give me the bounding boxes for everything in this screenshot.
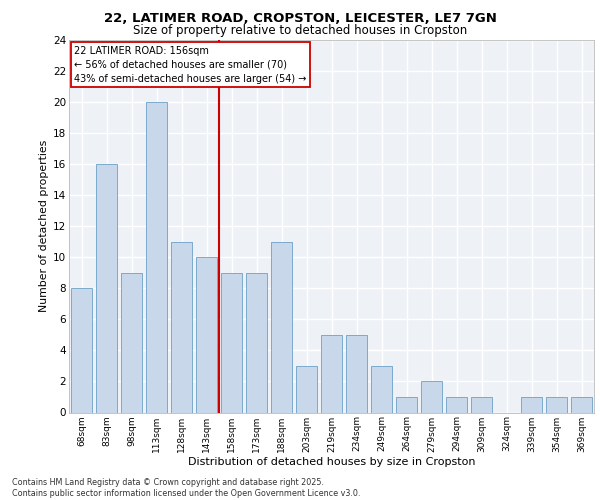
Bar [546,397,567,412]
Bar [471,397,492,412]
Bar [346,335,367,412]
Y-axis label: Number of detached properties: Number of detached properties [39,140,49,312]
Bar [571,397,592,412]
Text: Size of property relative to detached houses in Cropston: Size of property relative to detached ho… [133,24,467,37]
Text: 22, LATIMER ROAD, CROPSTON, LEICESTER, LE7 7GN: 22, LATIMER ROAD, CROPSTON, LEICESTER, L… [104,12,496,24]
Bar [446,397,467,412]
Bar [196,258,217,412]
Bar [521,397,542,412]
Bar [271,242,292,412]
Bar [146,102,167,412]
Bar [121,273,142,412]
Bar [396,397,417,412]
Bar [246,273,267,412]
Bar [221,273,242,412]
Bar [421,382,442,412]
Text: 22 LATIMER ROAD: 156sqm
← 56% of detached houses are smaller (70)
43% of semi-de: 22 LATIMER ROAD: 156sqm ← 56% of detache… [74,46,307,84]
Text: Contains HM Land Registry data © Crown copyright and database right 2025.
Contai: Contains HM Land Registry data © Crown c… [12,478,361,498]
X-axis label: Distribution of detached houses by size in Cropston: Distribution of detached houses by size … [188,457,475,467]
Bar [171,242,192,412]
Bar [321,335,342,412]
Bar [296,366,317,412]
Bar [371,366,392,412]
Bar [71,288,92,412]
Bar [96,164,117,412]
